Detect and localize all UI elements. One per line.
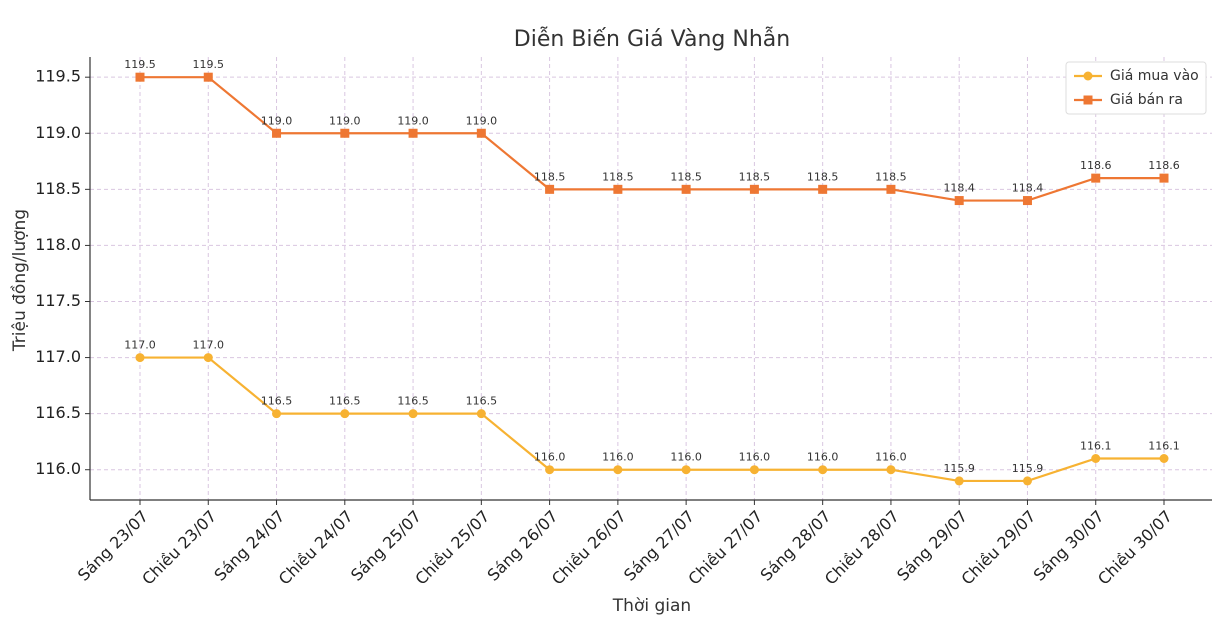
data-label: 117.0	[193, 339, 225, 352]
y-tick-label: 116.5	[35, 403, 81, 422]
marker	[340, 128, 350, 138]
marker	[954, 196, 964, 206]
y-tick-label: 119.5	[35, 67, 81, 86]
data-label: 119.5	[124, 58, 156, 71]
x-axis-label: Thời gian	[612, 596, 691, 616]
chart-title: Diễn Biến Giá Vàng Nhẫn	[514, 26, 790, 52]
marker	[886, 184, 896, 194]
marker	[476, 128, 486, 138]
data-label: 116.0	[739, 451, 771, 464]
data-label: 116.5	[397, 395, 429, 408]
marker	[613, 184, 623, 194]
data-label: 118.6	[1148, 159, 1180, 172]
data-label: 116.0	[875, 451, 907, 464]
marker	[749, 184, 759, 194]
data-label: 117.0	[124, 339, 156, 352]
marker	[545, 465, 555, 475]
data-label: 118.4	[943, 182, 975, 195]
marker	[954, 476, 964, 486]
marker	[135, 353, 145, 363]
y-tick-label: 118.0	[35, 235, 81, 254]
marker	[545, 184, 555, 194]
data-label: 119.0	[397, 114, 429, 127]
data-label: 118.5	[739, 170, 771, 183]
marker	[1022, 476, 1032, 486]
data-label: 116.1	[1080, 440, 1112, 453]
data-label: 116.0	[670, 451, 702, 464]
data-label: 119.5	[193, 58, 225, 71]
legend-label: Giá bán ra	[1110, 92, 1183, 108]
marker	[1159, 173, 1169, 183]
marker	[272, 128, 282, 138]
y-tick-label: 116.0	[35, 459, 81, 478]
marker	[886, 465, 896, 475]
y-tick-label: 118.5	[35, 179, 81, 198]
data-label: 118.5	[807, 170, 839, 183]
marker	[1159, 454, 1169, 464]
y-tick-label: 119.0	[35, 123, 81, 142]
marker	[1022, 196, 1032, 206]
data-label: 115.9	[943, 462, 975, 475]
legend-label: Giá mua vào	[1110, 68, 1199, 84]
data-label: 115.9	[1012, 462, 1044, 475]
marker	[681, 184, 691, 194]
series-line	[140, 76, 1164, 202]
marker	[818, 465, 828, 475]
marker	[818, 184, 828, 194]
data-label: 116.5	[261, 395, 293, 408]
marker	[1083, 95, 1093, 105]
marker	[272, 409, 282, 419]
marker	[1091, 454, 1101, 464]
data-label: 119.0	[466, 114, 498, 127]
marker	[135, 72, 145, 82]
marker	[476, 409, 486, 419]
data-label: 118.5	[875, 170, 907, 183]
data-label: 116.0	[807, 451, 839, 464]
marker	[408, 128, 418, 138]
data-label: 118.5	[534, 170, 566, 183]
data-label: 118.5	[602, 170, 634, 183]
marker	[340, 409, 350, 419]
marker	[203, 353, 213, 363]
marker	[1091, 173, 1101, 183]
marker	[203, 72, 213, 82]
y-tick-label: 117.0	[35, 347, 81, 366]
data-label: 118.5	[670, 170, 702, 183]
data-label: 118.6	[1080, 159, 1112, 172]
marker	[613, 465, 623, 475]
data-label: 119.0	[329, 114, 361, 127]
marker	[1083, 71, 1093, 81]
y-tick-label: 117.5	[35, 291, 81, 310]
data-label: 116.5	[329, 395, 361, 408]
data-label: 116.0	[602, 451, 634, 464]
data-label: 116.5	[466, 395, 498, 408]
series-line	[140, 356, 1164, 483]
marker	[681, 465, 691, 475]
data-label: 118.4	[1012, 182, 1044, 195]
data-label: 119.0	[261, 114, 293, 127]
data-label: 116.1	[1148, 440, 1180, 453]
y-axis-label: Triệu đồng/lượng	[9, 209, 30, 352]
marker	[408, 409, 418, 419]
data-label: 116.0	[534, 451, 566, 464]
marker	[749, 465, 759, 475]
